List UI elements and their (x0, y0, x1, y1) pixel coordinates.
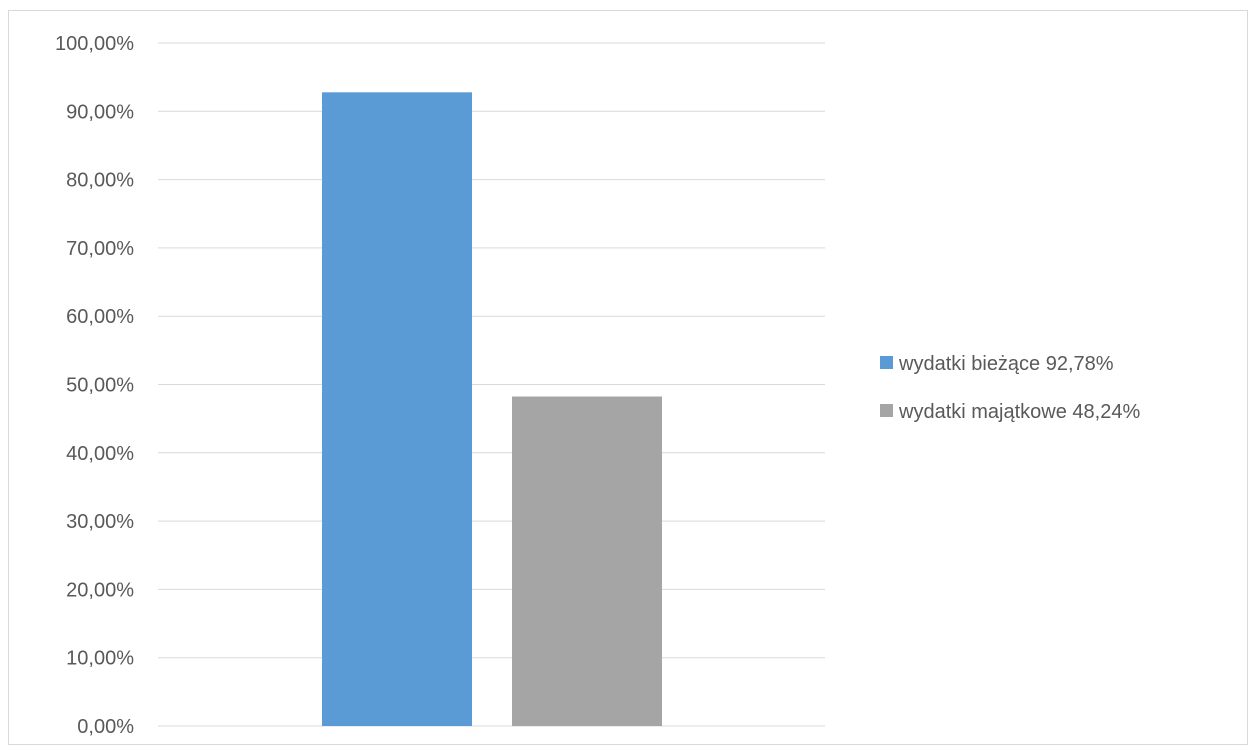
bar-wydatki-majatkowe (512, 396, 662, 726)
y-tick-label: 30,00% (66, 511, 134, 533)
y-tick-label: 20,00% (66, 579, 134, 601)
y-tick-label: 10,00% (66, 648, 134, 670)
y-tick-label: 50,00% (66, 375, 134, 397)
legend-swatch (880, 356, 893, 369)
y-tick-label: 70,00% (66, 238, 134, 260)
y-tick-label: 100,00% (55, 33, 134, 55)
y-tick-label: 0,00% (77, 716, 134, 738)
y-tick-label: 40,00% (66, 443, 134, 465)
y-tick-label: 90,00% (66, 101, 134, 123)
gridlines (158, 42, 825, 727)
y-axis-ticks: 0,00% 10,00% 20,00% 30,00% 40,00% 50,00% 60,00… (55, 33, 134, 738)
legend-label: wydatki bieżące 92,78% (898, 353, 1114, 375)
y-tick-label: 60,00% (66, 306, 134, 328)
legend-label: wydatki majątkowe 48,24% (898, 401, 1140, 423)
bar-wydatki-biezace (322, 92, 472, 726)
legend-swatch (880, 404, 893, 417)
bars (322, 92, 662, 726)
legend: wydatki bieżące 92,78% wydatki majątkowe … (880, 353, 1140, 423)
y-tick-label: 80,00% (66, 170, 134, 192)
